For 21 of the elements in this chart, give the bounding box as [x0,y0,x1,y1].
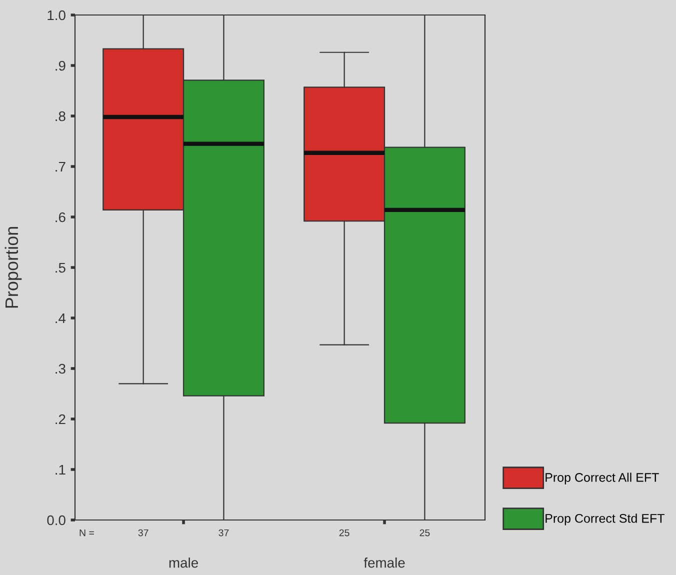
text: 25 [420,529,430,536]
y-tick-label: .8 [56,111,66,122]
y-axis-title: Proportion [4,227,22,308]
y-tick-label: .5 [56,262,66,273]
text: N = [80,529,94,536]
y-tick-label: .7 [56,162,66,172]
text: 37 [138,529,148,536]
y-tick-label: .1 [56,464,66,475]
legend-label: Prop Correct Std EFT [546,514,664,526]
x-tick-label: female [364,558,405,568]
y-tick-label: 0.0 [47,515,66,526]
legend-label: Prop Correct All EFT [546,472,659,484]
y-tick-label: .9 [56,60,66,71]
text: 37 [218,529,229,536]
x-tick-label: male [169,558,198,568]
y-tick-label: .3 [56,364,66,374]
y-tick-label: .4 [56,313,66,324]
y-tick-label: .2 [56,414,66,424]
text: 25 [339,529,350,536]
y-tick-label: .6 [56,212,66,222]
y-tick-label: 1.0 [48,10,66,20]
